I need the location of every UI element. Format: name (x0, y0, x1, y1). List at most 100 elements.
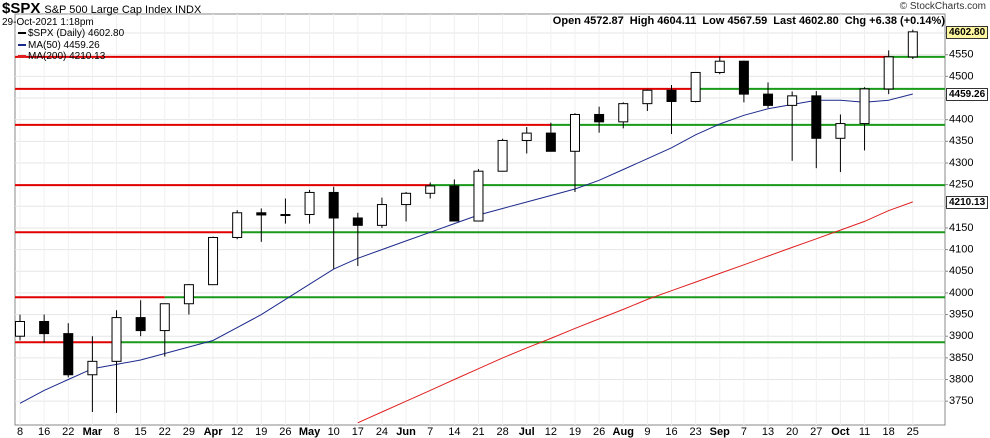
y-tick-label: 4500 (949, 70, 973, 82)
y-tick-label: 3900 (949, 330, 973, 342)
legend-entry: MA(50) 4459.26 (18, 40, 124, 52)
candle-body (376, 204, 387, 226)
candle-body (111, 317, 122, 362)
legend-swatch (18, 32, 26, 35)
x-tick-label: Jul (519, 426, 535, 438)
candle-body (835, 123, 846, 139)
candle-body (135, 317, 146, 332)
candle-body (666, 89, 677, 102)
date: 29-Oct-2021 1:18pm (2, 17, 94, 28)
symbol-code: $SPX (2, 0, 41, 17)
x-tick-label: 9 (644, 426, 650, 438)
x-tick-label: 22 (159, 426, 171, 438)
candle-body (280, 214, 291, 217)
candle-body (328, 191, 339, 219)
y-tick-label: 4050 (949, 265, 973, 277)
ma-line (19, 93, 913, 404)
y-tick-label: 3800 (949, 373, 973, 385)
x-tick-label: 18 (883, 426, 895, 438)
candle-body (352, 217, 363, 226)
x-tick-label: 26 (593, 426, 605, 438)
x-tick-label: 12 (545, 426, 557, 438)
candle-body (907, 31, 918, 58)
candle-body (738, 60, 749, 95)
x-tick-label: Oct (831, 426, 850, 438)
y-tick-label: 4150 (949, 222, 973, 234)
candle-body (256, 212, 267, 216)
quote-label: Last (773, 15, 796, 27)
y-tick-label: 4000 (949, 287, 973, 299)
candle-body (159, 303, 170, 332)
quote-value: 4602.80 (798, 15, 839, 27)
legend-label: MA(50) 4459.26 (28, 39, 100, 51)
last-value: 4210.13 (946, 195, 989, 209)
candle-body (787, 95, 798, 106)
x-tick-label: 24 (376, 426, 388, 438)
candle-body (642, 89, 653, 105)
x-tick-label: 16 (38, 426, 50, 438)
x-tick-label: 15 (135, 426, 147, 438)
quote-item: Low 4567.59 (702, 15, 767, 27)
x-tick-label: 13 (762, 426, 774, 438)
candle-body (87, 360, 98, 376)
candle-body (15, 320, 25, 337)
last-value: 4459.26 (946, 88, 989, 101)
candle-body (714, 60, 725, 73)
x-tick-label: Mar (83, 426, 103, 438)
candle-body (883, 56, 894, 90)
legend-swatch (18, 55, 26, 58)
x-tick-label: 20 (786, 426, 798, 438)
candle-body (521, 132, 532, 141)
candle-body (208, 236, 219, 286)
candle-body (690, 71, 701, 102)
candle-body (545, 132, 556, 152)
legend-label: MA(200) 4210.13 (28, 51, 106, 62)
candle-body (811, 95, 822, 139)
quote-item: Open 4572.87 (553, 15, 624, 27)
y-tick-label: 4300 (949, 157, 973, 169)
candle-body (183, 284, 194, 305)
x-tick-label: 14 (448, 426, 460, 438)
candle-body (594, 113, 605, 123)
ma-line (357, 201, 913, 424)
legend-swatch (18, 43, 26, 46)
x-tick-label: 8 (113, 426, 119, 438)
quote: Open 4572.87 High 4604.11 Low 4567.59 Last … (553, 15, 945, 27)
quote-value: 4567.59 (727, 15, 768, 27)
x-tick-label: 17 (352, 426, 364, 438)
legend-entry: $SPX (Daily) 4602.80 (18, 28, 124, 40)
x-tick-label: 25 (907, 426, 919, 438)
x-tick-label: 22 (62, 426, 74, 438)
quote-label: High (629, 15, 655, 27)
x-tick-label: 16 (665, 426, 677, 438)
quote-value: 4604.11 (657, 15, 697, 27)
candle-body (449, 185, 460, 222)
x-tick-label: May (299, 426, 321, 438)
candle-body (473, 170, 484, 222)
quote-item: High 4604.11 (630, 15, 697, 27)
x-tick-label: 8 (17, 426, 23, 438)
symbol-name: S&P 500 Large Cap Index INDX (44, 4, 202, 16)
y-tick-label: 4350 (949, 135, 973, 147)
legend-entry: MA(200) 4210.13 (18, 51, 124, 63)
y-tick-label: 4250 (949, 179, 973, 191)
quote-label: Low (702, 15, 725, 27)
quote-label: Open (552, 15, 581, 27)
x-tick-label: Aug (613, 426, 634, 438)
x-tick-label: 23 (690, 426, 702, 438)
quote-value: 4572.87 (583, 15, 624, 27)
quote-item: Chg +6.38 (+0.14%) (845, 15, 945, 27)
candle-body (763, 93, 774, 106)
x-tick-label: Jun (396, 426, 416, 438)
x-tick-label: 27 (810, 426, 822, 438)
x-tick-label: 29 (183, 426, 195, 438)
legend: $SPX (Daily) 4602.80 MA(50) 4459.26 MA(200… (18, 28, 124, 63)
legend-label: $SPX (Daily) 4602.80 (28, 28, 125, 39)
y-tick-label: 3850 (949, 352, 973, 364)
quote-item: Last 4602.80 (773, 15, 838, 27)
y-tick-label: 4400 (949, 114, 973, 126)
symbol: $SPX S&P 500 Large Cap Index INDX (2, 0, 201, 17)
x-tick-label: 26 (279, 426, 291, 438)
